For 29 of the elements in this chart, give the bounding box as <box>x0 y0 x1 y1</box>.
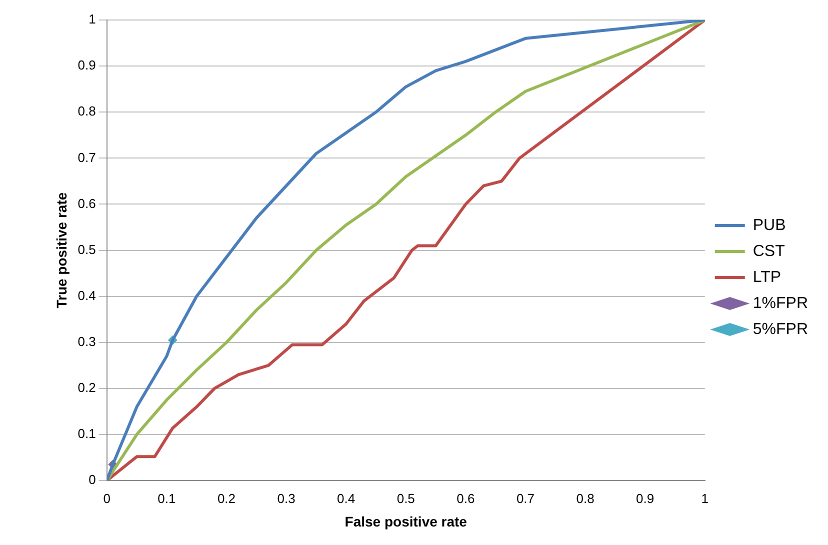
y-tick-label: 0.2 <box>78 380 96 396</box>
x-tick-label: 0.9 <box>636 490 654 506</box>
y-tick-label: 0.7 <box>78 150 96 165</box>
x-tick-label: 0.7 <box>516 490 535 506</box>
legend-label: LTP <box>752 268 782 286</box>
y-tick-label: 0.4 <box>78 288 96 303</box>
y-tick-label: 0 <box>88 472 96 488</box>
legend-label: CST <box>752 242 786 260</box>
x-tick-label: 0.1 <box>158 490 176 506</box>
x-tick-label: 0.5 <box>396 490 415 506</box>
x-axis-title: False positive rate <box>344 513 468 530</box>
x-tick-label: 0.8 <box>576 490 594 506</box>
y-tick-label: 0.9 <box>78 58 96 73</box>
y-tick-label: 1 <box>88 12 96 27</box>
x-tick-label: 0.6 <box>456 490 475 506</box>
y-axis-title: True positive rate <box>53 192 70 308</box>
y-tick-label: 0.1 <box>78 426 96 442</box>
legend-label: 1%FPR <box>752 294 808 312</box>
y-tick-label: 0.5 <box>78 242 96 257</box>
y-tick-label: 0.6 <box>78 196 96 211</box>
x-tick-label: 1 <box>701 490 708 506</box>
y-tick-label: 0.8 <box>78 104 96 119</box>
legend-label: 5%FPR <box>752 320 808 338</box>
x-tick-label: 0.3 <box>277 490 296 506</box>
x-tick-label: 0.4 <box>337 490 356 506</box>
y-tick-label: 0.3 <box>78 334 96 349</box>
legend-label: PUB <box>752 216 786 234</box>
x-tick-label: 0 <box>103 490 110 506</box>
x-tick-label: 0.2 <box>217 490 236 506</box>
